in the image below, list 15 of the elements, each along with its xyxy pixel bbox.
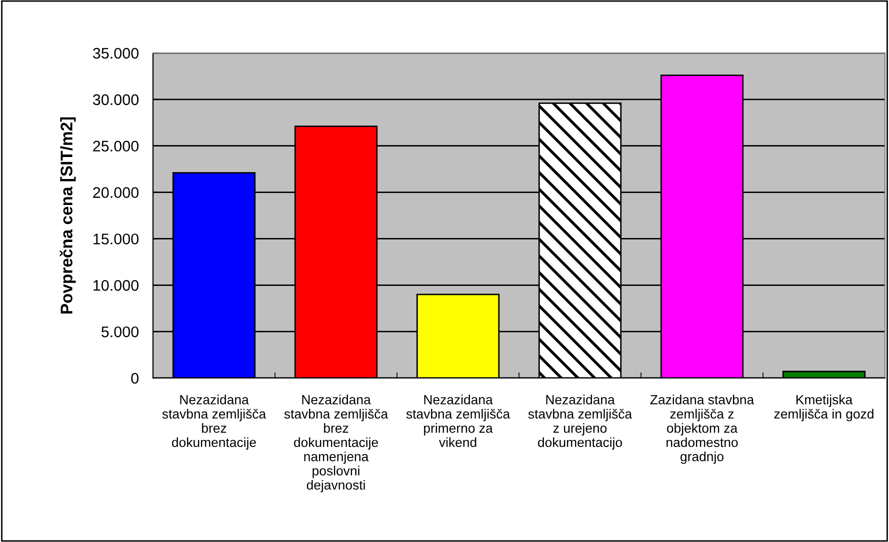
y-tick-label: 30.000 (92, 94, 139, 106)
x-tick-label: Nezazidana stavbna zemljišča z urejeno dokumentacijo (528, 394, 632, 450)
x-tick-label: Nezazidana stavbna zemljišča primerno za vikend (406, 394, 510, 448)
x-tick-label: Nezazidana stavbna zemljišča brez dokumentacije namenjena poslovni dejavnosti (284, 394, 388, 492)
x-tick-label: Nezazidana stavbna zemljišča brez dokumentacije (162, 394, 266, 450)
x-tick-label: Kmetijska zemljišča in gozd (774, 394, 874, 422)
y-tick-label: 10.000 (94, 280, 139, 291)
y-tick-label: 0 (131, 372, 139, 384)
y-tick-label: 5.000 (101, 326, 139, 338)
y-tick-label: 25.000 (93, 140, 139, 152)
y-tick-label: 15.000 (94, 234, 139, 244)
y-tick-label: 35.000 (92, 48, 139, 59)
y-axis-title: Povprečna cena [SIT/m2] (60, 117, 76, 314)
x-tick-label: Zazidana stavbna zemljišča z objektom za nadomestno gradnjo (650, 394, 754, 464)
y-tick-label: 20.000 (93, 187, 139, 198)
